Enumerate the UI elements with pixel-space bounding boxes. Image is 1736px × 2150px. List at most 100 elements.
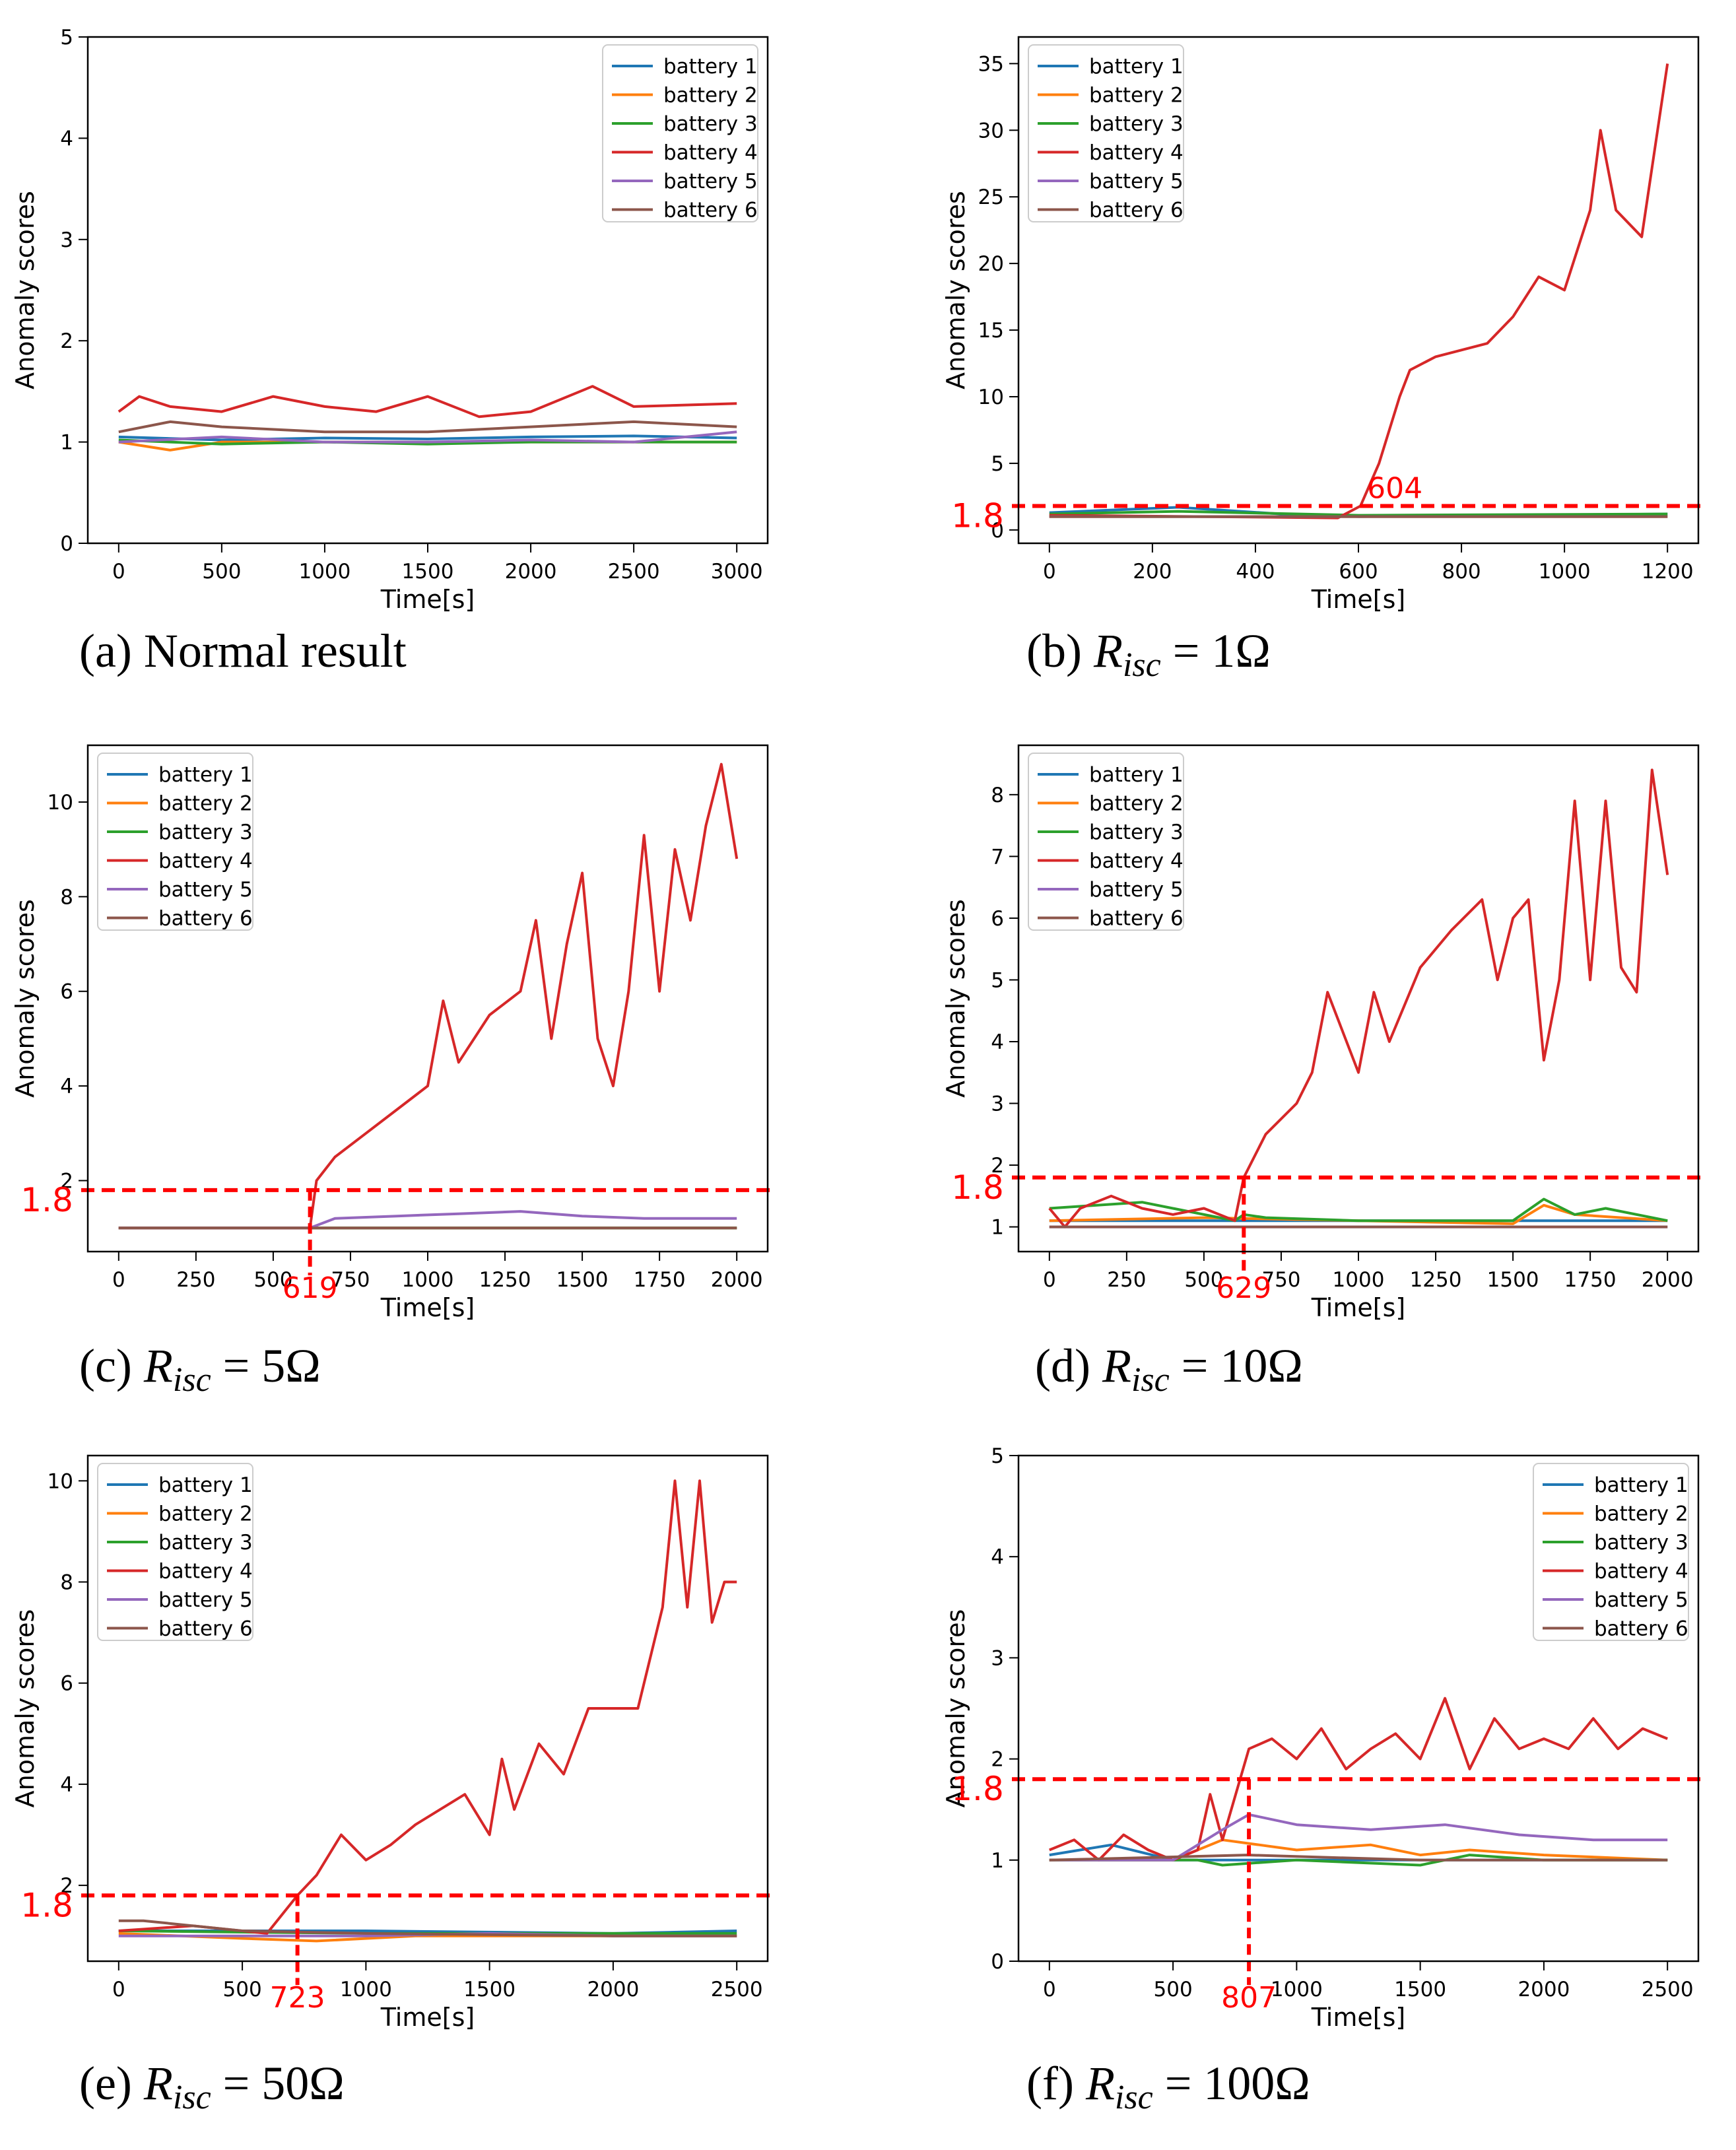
y-tick-label-d-4: 5 [991, 968, 1004, 992]
series-line-a-4 [117, 385, 737, 419]
legend-box-d [1028, 753, 1184, 931]
x-tick-label-d-2: 500 [1184, 1268, 1223, 1292]
x-tick-label-a-0: 0 [112, 560, 125, 584]
legend-label-d-3: battery 3 [1089, 821, 1184, 844]
y-tick-label-d-1: 2 [991, 1154, 1004, 1178]
legend-label-d-1: battery 1 [1089, 763, 1184, 787]
series-line-a-5 [118, 430, 737, 444]
y-tick-label-b-0: 0 [991, 519, 1004, 543]
x-tick-label-b-6: 1200 [1642, 560, 1694, 584]
x-axis-label-c: Time[s] [380, 1293, 475, 1322]
y-tick-label-e-4: 10 [48, 1469, 73, 1493]
caption-subscript-b: isc [1123, 646, 1161, 684]
caption-subscript-d: isc [1131, 1361, 1170, 1399]
y-tick-label-c-3: 8 [60, 885, 73, 909]
legend-label-b-4: battery 4 [1089, 141, 1184, 165]
y-tick-label-a-2: 2 [60, 329, 73, 353]
caption-resistance-e: 50Ω [261, 2057, 345, 2110]
legend-label-a-4: battery 4 [663, 141, 758, 165]
caption-c: (c) Risc = 5Ω [79, 1339, 321, 1399]
caption-prefix-f: (f) [1026, 2057, 1086, 2110]
series-group-e [118, 1479, 737, 1943]
legend-label-b-5: battery 5 [1089, 170, 1184, 193]
legend-label-f-1: battery 1 [1594, 1473, 1688, 1497]
caption-prefix-c: (c) [79, 1339, 144, 1392]
x-tick-label-d-8: 2000 [1642, 1268, 1694, 1292]
series-line-c-4 [118, 762, 739, 1230]
caption-b: (b) Risc = 1Ω [1026, 624, 1271, 684]
legend-label-f-6: battery 6 [1594, 1617, 1688, 1641]
x-tick-label-c-1: 250 [176, 1268, 215, 1292]
series-line-b-3 [1049, 510, 1668, 517]
caption-resistance-d: 10Ω [1220, 1339, 1303, 1392]
x-tick-label-a-4: 2000 [505, 560, 557, 584]
legend-label-a-1: battery 1 [663, 55, 758, 79]
y-tick-label-b-2: 10 [978, 386, 1004, 409]
y-tick-label-d-5: 6 [991, 907, 1004, 931]
series-line-e-4 [118, 1479, 737, 1935]
series-line-a-1 [118, 434, 737, 442]
x-tick-label-b-5: 1000 [1539, 560, 1591, 584]
caption-symbol-e: R [143, 2057, 173, 2110]
legend-box-c [97, 753, 253, 931]
onset-label-c: 619 [283, 1271, 338, 1305]
legend-label-e-4: battery 4 [158, 1560, 253, 1584]
x-tick-label-e-3: 1500 [463, 1978, 516, 2001]
legend-f: battery 1 battery 2 battery 3 battery 4 batt… [1533, 1463, 1689, 1641]
y-tick-label-c-0: 2 [60, 1169, 73, 1193]
legend-c: battery 1 battery 2 battery 3 battery 4 batt… [97, 753, 253, 931]
caption-subscript-e: isc [173, 2079, 211, 2116]
x-tick-label-a-6: 3000 [711, 560, 763, 584]
onset-label-e: 723 [270, 1981, 325, 2015]
x-tick-label-c-3: 750 [331, 1268, 370, 1292]
legend-label-e-3: battery 3 [158, 1531, 253, 1555]
caption-subscript-f: isc [1115, 2079, 1153, 2116]
legend-label-e-1: battery 1 [158, 1473, 253, 1497]
y-tick-label-d-2: 3 [991, 1092, 1004, 1116]
series-group-c [118, 762, 739, 1230]
y-tick-label-b-5: 25 [978, 185, 1004, 209]
y-axis-label-a: Anomaly scores [11, 191, 40, 389]
legend-label-e-2: battery 2 [158, 1502, 253, 1526]
caption-subscript-c: isc [173, 1361, 211, 1399]
threshold-label-d: 1.8 [951, 1168, 1004, 1207]
x-tick-label-b-0: 0 [1043, 560, 1056, 584]
legend-label-b-1: battery 1 [1089, 55, 1184, 79]
legend-label-a-2: battery 2 [663, 84, 758, 108]
legend-label-c-2: battery 2 [158, 792, 253, 816]
y-axis-label-f: Anomaly scores [941, 1609, 970, 1808]
legend-label-b-2: battery 2 [1089, 84, 1184, 108]
x-tick-label-e-0: 0 [112, 1978, 125, 2001]
plot-frame-a [86, 36, 769, 545]
plot-frame-f [1017, 1454, 1700, 1963]
y-tick-label-a-1: 1 [60, 431, 73, 455]
legend-box-e [97, 1463, 253, 1641]
legend-label-e-5: battery 5 [158, 1588, 253, 1612]
y-tick-label-f-4: 4 [991, 1545, 1004, 1569]
threshold-label-e: 1.8 [20, 1886, 73, 1924]
y-axis-label-d: Anomaly scores [941, 899, 970, 1098]
legend-label-f-3: battery 3 [1594, 1531, 1688, 1555]
threshold-label-b: 1.8 [951, 496, 1004, 535]
chart-panel-c: 0 250 500 750 1000 1250 1500 1750 2000 2 4 6 8 10 Time… [11, 744, 774, 1399]
threshold-label-f: 1.8 [951, 1770, 1004, 1808]
y-tick-label-e-2: 6 [60, 1672, 73, 1696]
x-tick-label-c-6: 1500 [556, 1268, 609, 1292]
y-tick-label-a-5: 5 [60, 26, 73, 50]
y-axis-label-e: Anomaly scores [11, 1609, 40, 1808]
caption-symbol-d: R [1102, 1339, 1131, 1392]
y-tick-label-c-4: 10 [48, 791, 73, 815]
caption-f: (f) Risc = 100Ω [1026, 2057, 1310, 2116]
x-axis-label-d: Time[s] [1311, 1293, 1405, 1322]
caption-resistance-b: 1Ω [1211, 624, 1271, 677]
legend-label-b-3: battery 3 [1089, 112, 1184, 136]
legend-label-a-6: battery 6 [663, 199, 758, 222]
legend-label-f-5: battery 5 [1594, 1588, 1688, 1612]
caption-equals-f: = [1153, 2057, 1204, 2110]
y-tick-label-d-7: 8 [991, 784, 1004, 807]
x-tick-label-f-4: 2000 [1518, 1978, 1570, 2001]
series-group-f [1049, 1696, 1668, 1867]
x-tick-label-f-2: 1000 [1271, 1978, 1323, 2001]
chart-panel-d: 0 250 500 750 1000 1250 1500 1750 2000 1 2 3 4 5 6 7 8 Ti… [941, 744, 1705, 1399]
